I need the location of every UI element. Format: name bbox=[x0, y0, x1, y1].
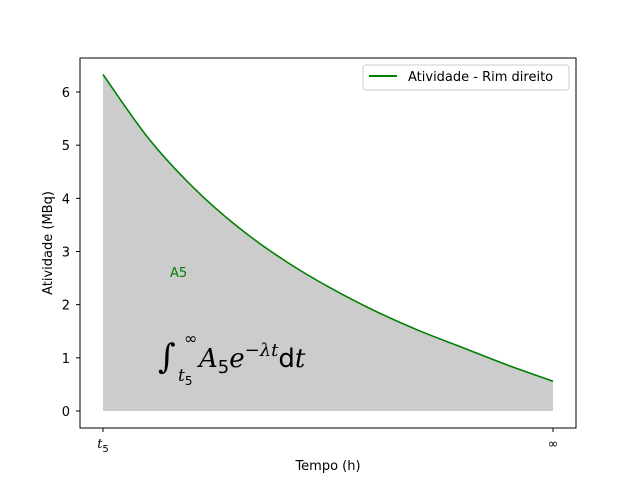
legend: Atividade - Rim direito bbox=[362, 64, 570, 91]
y-tick-label: 0 bbox=[62, 405, 70, 420]
y-tick-label: 2 bbox=[62, 299, 70, 314]
y-tick-label: 1 bbox=[62, 352, 70, 367]
integral-upper-limit: ∞ bbox=[184, 329, 197, 348]
y-tick-label: 4 bbox=[62, 192, 70, 207]
integral-formula: ∫ ∞ t5 A5e−λtdt bbox=[158, 329, 306, 388]
legend-entry-label: Atividade - Rim direito bbox=[408, 70, 553, 85]
y-tick-label: 6 bbox=[62, 86, 70, 101]
series-line-atividade bbox=[102, 74, 554, 382]
area-under-curve bbox=[103, 74, 553, 411]
y-axis-label: Atividade (MBq) bbox=[41, 191, 56, 295]
x-axis-label: Tempo (h) bbox=[294, 459, 360, 474]
x-axis: t5 ∞ bbox=[97, 428, 558, 455]
integral-sign: ∫ bbox=[158, 337, 176, 377]
plot-area bbox=[102, 74, 554, 411]
x-tick-label-start: t5 bbox=[97, 437, 109, 455]
y-tick-label: 5 bbox=[62, 139, 70, 154]
area-annotation-label: A5 bbox=[170, 266, 187, 281]
legend-box bbox=[362, 64, 570, 91]
integral-body: A5e−λtdt bbox=[197, 340, 306, 378]
y-tick-label: 3 bbox=[62, 246, 70, 261]
x-tick-label-end: ∞ bbox=[548, 437, 559, 452]
y-axis: 0 1 2 3 4 5 6 bbox=[62, 86, 80, 420]
plot-frame bbox=[79, 57, 577, 429]
integral-lower-limit: t5 bbox=[178, 366, 192, 388]
